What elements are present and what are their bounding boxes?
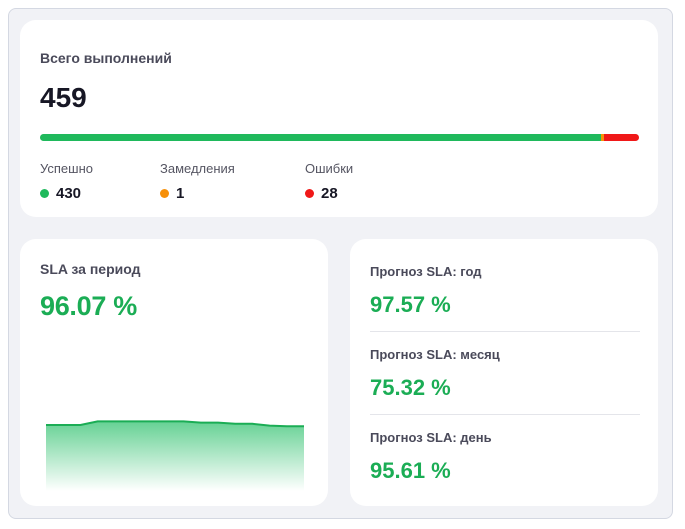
sla-period-card: SLA за период 96.07 % [20,239,328,506]
progress-segment-error [603,134,639,141]
progress-segment-success [40,134,602,141]
progress-segment-slow [601,134,604,141]
forecast-year-value: 97.57 % [370,292,451,317]
error-dot-icon [305,189,314,198]
stat-errors-value: 28 [321,185,338,202]
forecast-day-label: Прогноз SLA: день [370,430,492,445]
dashboard-panel: Всего выполнений 459 Успешно 430 Замедле… [8,8,673,519]
success-dot-icon [40,189,49,198]
forecast-day-value: 95.61 % [370,458,451,483]
stat-slowdowns-value: 1 [176,185,185,202]
total-executions-card: Всего выполнений 459 Успешно 430 Замедле… [20,20,658,217]
sla-trend-chart [46,420,304,491]
sla-period-value: 96.07 % [40,291,137,321]
slowdown-dot-icon [160,189,169,198]
divider [370,331,640,332]
stat-errors-label: Ошибки [305,161,354,176]
stat-slowdowns: Замедления 1 [160,161,235,202]
sla-forecast-card: Прогноз SLA: год 97.57 % Прогноз SLA: ме… [350,239,658,506]
forecast-year-label: Прогноз SLA: год [370,264,482,279]
stat-errors: Ошибки 28 [305,161,353,202]
stat-slowdowns-label: Замедления [160,161,235,176]
divider [370,414,640,415]
total-executions-count: 459 [40,82,87,113]
stat-success-label: Успешно [40,161,93,176]
executions-progress-bar [40,134,639,141]
sla-trend-line [46,420,304,428]
sla-period-title: SLA за период [40,261,141,277]
forecast-month-value: 75.32 % [370,375,451,400]
sla-trend-area [46,421,304,491]
stat-success-value: 430 [56,185,82,202]
forecast-month-label: Прогноз SLA: месяц [370,347,500,362]
total-executions-title: Всего выполнений [40,50,172,66]
stat-success: Успешно 430 [40,161,93,202]
